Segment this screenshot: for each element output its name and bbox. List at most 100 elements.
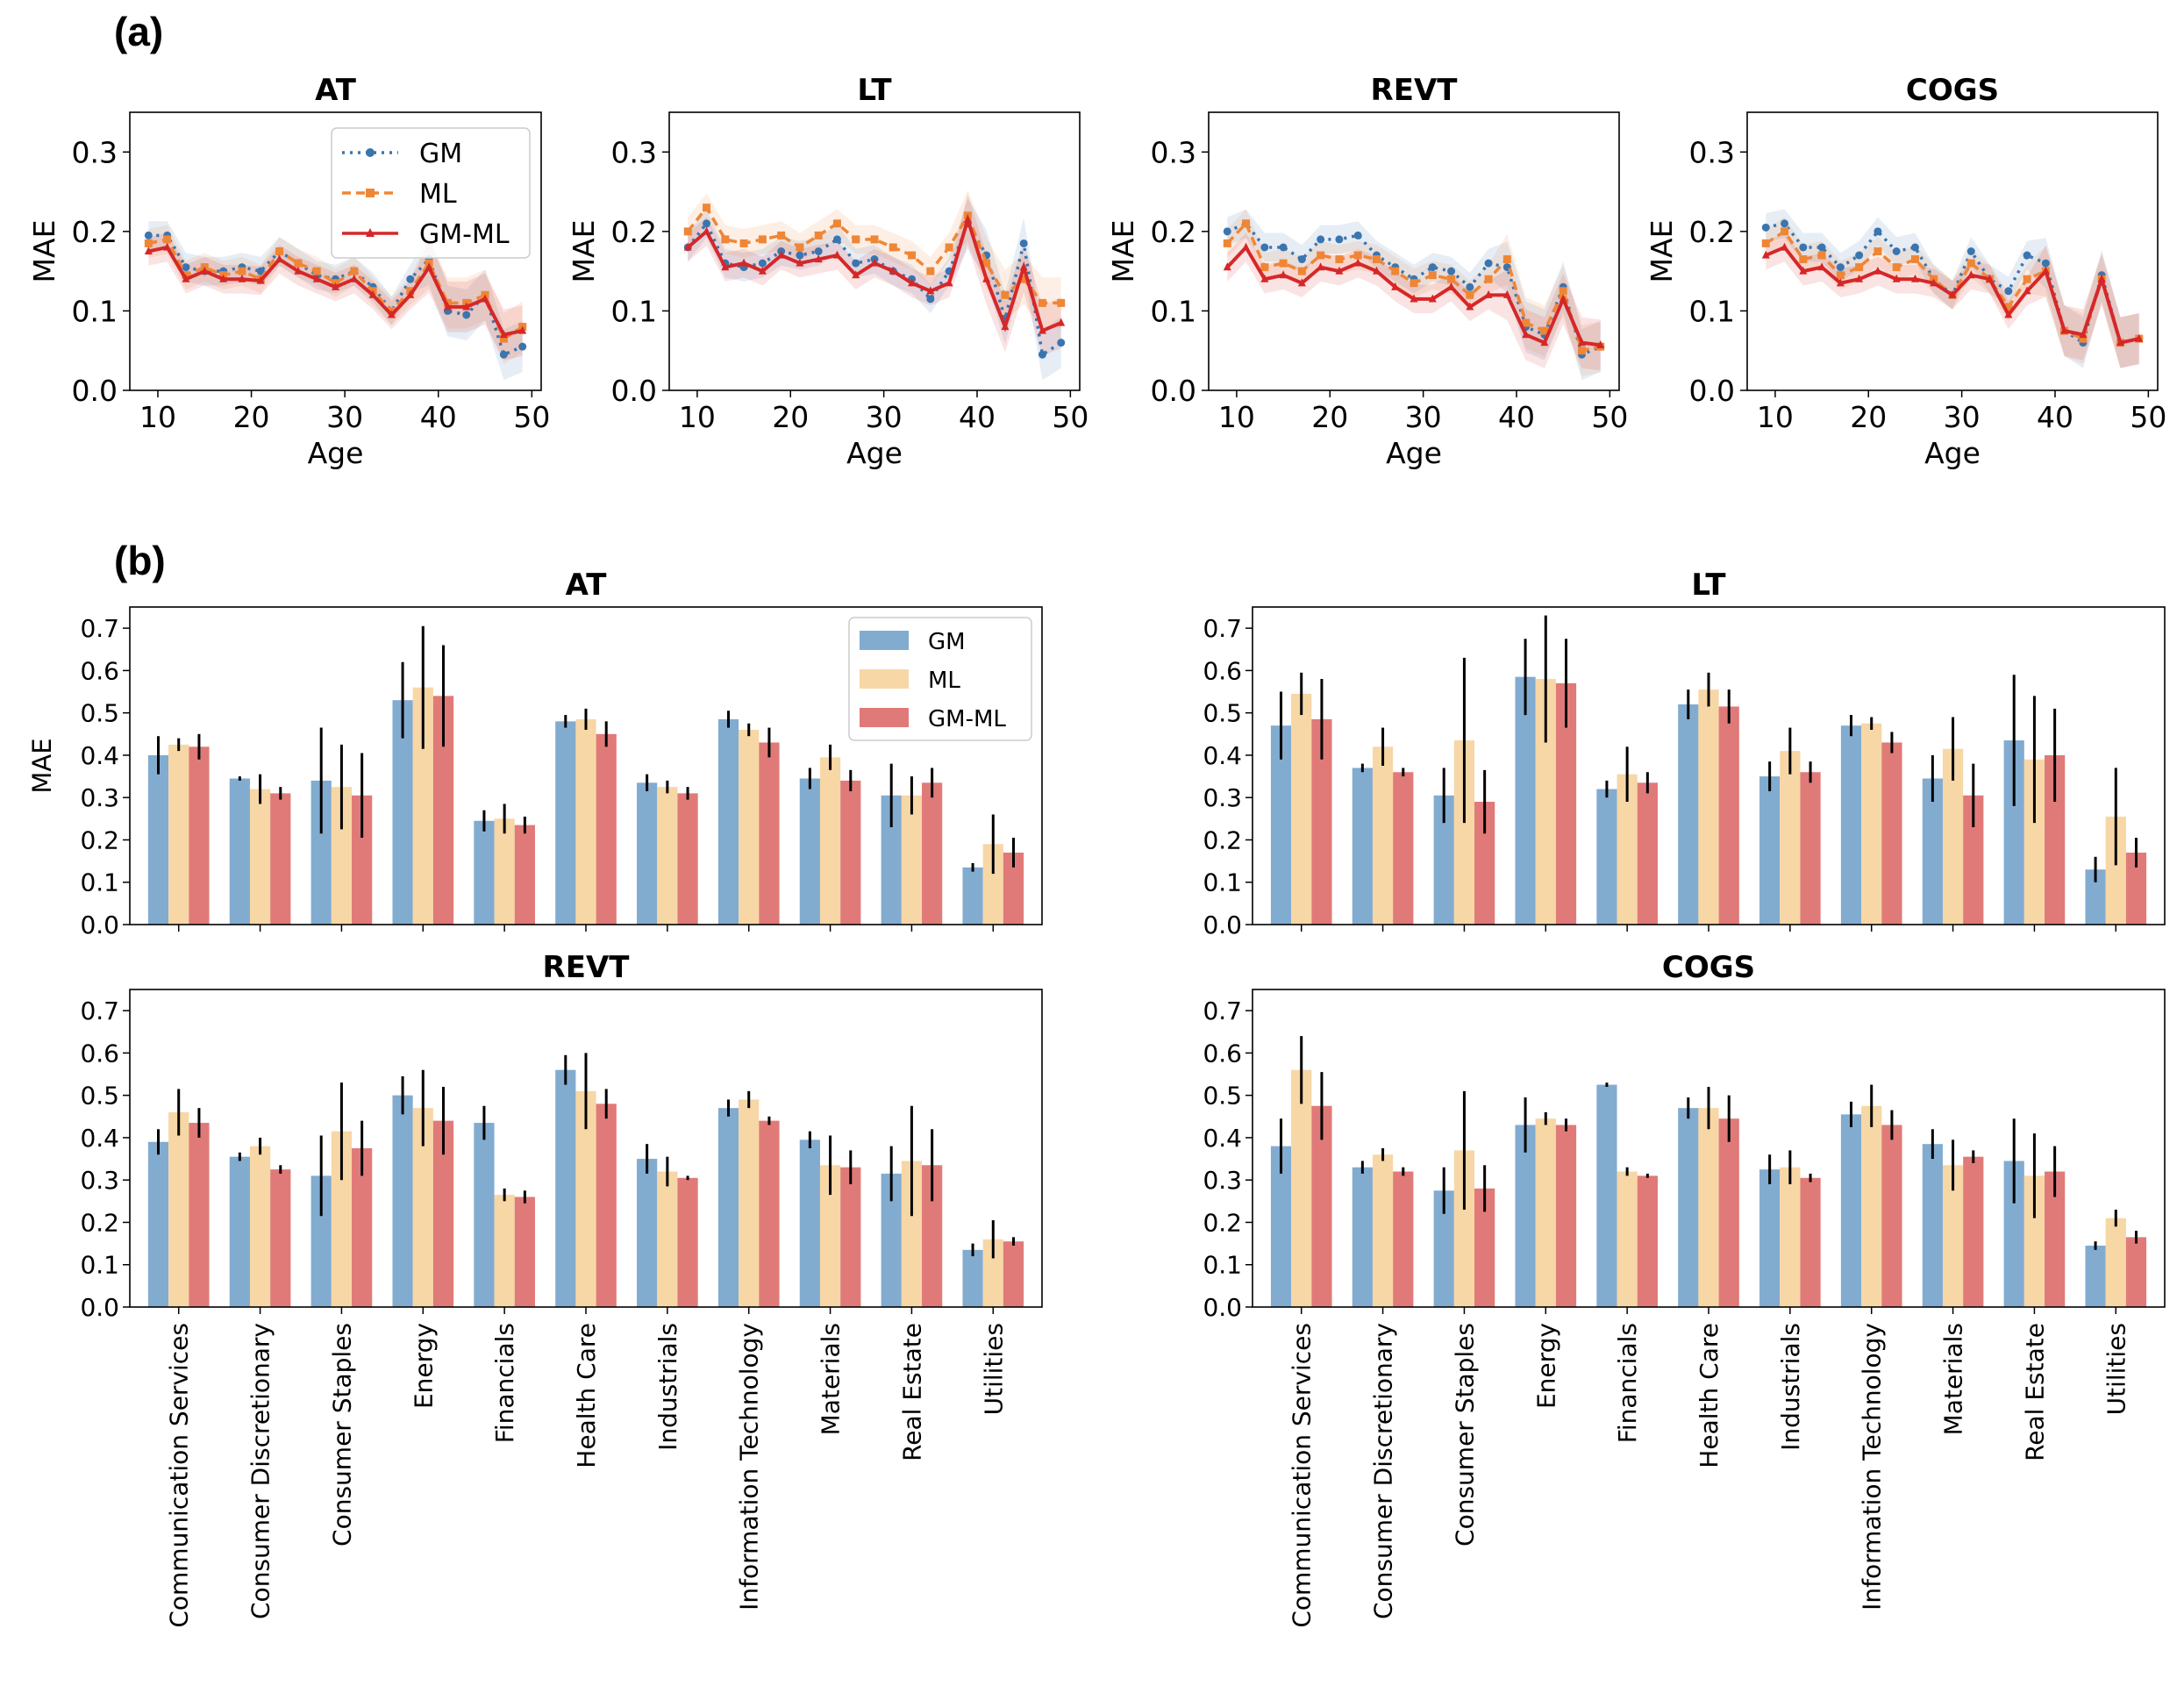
x-tick-label: Real Estate — [2020, 1323, 2049, 1461]
x-tick-label: Financials — [490, 1323, 519, 1443]
y-tick-label: 0.5 — [80, 699, 119, 728]
bar-gm — [147, 754, 169, 925]
ml-point — [1910, 255, 1919, 264]
gm-point — [1966, 247, 1975, 255]
gmml-point — [275, 254, 284, 263]
x-axis-label: Age — [308, 436, 364, 470]
series-line-ml — [147, 237, 524, 341]
line-chart-at: AT 10 20 30 40 50 0.0 0.1 0.2 0.3 Age MAE GM ML GM-ML — [27, 73, 550, 470]
bar-gm-ml — [270, 1169, 291, 1307]
gmml-point — [945, 278, 953, 287]
bar-ml — [575, 1090, 596, 1307]
gmml-point — [1761, 250, 1770, 259]
bar-gm-ml — [352, 1148, 373, 1307]
gmml-point — [182, 274, 190, 282]
ml-point — [1540, 326, 1549, 335]
ml-point — [144, 239, 153, 247]
gmml-point — [1260, 274, 1269, 282]
ml-point — [1447, 275, 1456, 283]
ml-point — [1817, 251, 1826, 260]
ml-point — [312, 267, 321, 275]
bar-gm — [310, 1175, 332, 1307]
series-line-gm — [1226, 221, 1602, 357]
ml-point — [1502, 255, 1511, 264]
gmml-point — [1335, 266, 1344, 275]
y-tick-label: 0.1 — [80, 1251, 119, 1280]
gmml-point — [1372, 266, 1381, 275]
gmml-point — [238, 274, 246, 282]
bar-gm-ml — [1311, 1105, 1332, 1307]
y-tick-label: 0.2 — [1203, 825, 1242, 854]
bar-ml — [412, 1108, 433, 1307]
bar-gm-ml — [514, 825, 535, 925]
ml-point — [852, 235, 860, 244]
y-tick-label: 0.2 — [72, 215, 118, 249]
gmml-point — [796, 258, 804, 267]
y-tick-label: 0.6 — [80, 1039, 119, 1068]
y-tick-label: 0.3 — [1203, 783, 1242, 812]
gmml-point — [1577, 338, 1586, 346]
bar-gm-ml — [840, 780, 861, 925]
bar-gm — [555, 721, 576, 925]
x-tick-label: Communication Services — [1288, 1323, 1317, 1628]
x-tick-label: Information Technology — [735, 1323, 764, 1611]
bar-ml — [1372, 1154, 1394, 1307]
bar-gm-ml — [432, 1120, 454, 1307]
gm-point — [796, 251, 804, 260]
bar-ml — [982, 844, 1003, 925]
ml-point — [1001, 290, 1010, 299]
gmml-point — [683, 242, 692, 251]
legend-swatch-gm-ml — [860, 708, 909, 727]
gmml-point — [2060, 325, 2069, 334]
x-tick-label: Financials — [1613, 1323, 1642, 1443]
plot-frame — [668, 111, 1081, 391]
gmml-point — [2041, 266, 2050, 275]
gmml-point — [499, 330, 508, 339]
gmml-point — [1484, 289, 1493, 298]
ci-band-gm — [1766, 209, 2139, 368]
ml-point — [1874, 247, 1882, 255]
bar-ml — [331, 1131, 353, 1307]
y-tick-label: 0.4 — [80, 1124, 119, 1153]
gmml-point — [758, 266, 767, 275]
bar-gm-ml — [677, 1177, 698, 1307]
ml-point — [1223, 239, 1231, 247]
ml-point — [870, 235, 879, 244]
ml-point — [2023, 275, 2031, 283]
gm-point — [1428, 263, 1437, 272]
ml-point — [1372, 255, 1381, 264]
bar-ml — [494, 818, 515, 925]
gmml-point — [1279, 270, 1288, 279]
bar-ml — [739, 1099, 760, 1307]
gmml-point — [1428, 294, 1437, 303]
bar-gm-ml — [596, 1104, 617, 1307]
y-tick-label: 0.3 — [1689, 135, 1735, 169]
line-chart-lt: LT 10 20 30 40 50 0.0 0.1 0.2 0.3 Age MAE — [567, 73, 1088, 470]
bar-gm — [881, 1173, 902, 1307]
bar-gm-ml — [2125, 1237, 2147, 1307]
gmml-point — [332, 282, 339, 290]
gmml-point — [1038, 325, 1046, 334]
gmml-point — [366, 228, 375, 237]
ml-point — [703, 204, 711, 212]
ci-band-gm-ml — [688, 194, 1061, 357]
legend: GM ML GM-ML — [848, 617, 1032, 741]
bar-gm — [637, 1159, 658, 1307]
bar-gm — [147, 1141, 169, 1307]
x-tick-label: 50 — [1052, 400, 1088, 434]
bar-gm — [1759, 776, 1781, 925]
ml-point — [814, 231, 823, 239]
gmml-point — [1559, 294, 1567, 303]
gmml-point — [425, 262, 433, 271]
bar-gm — [799, 1139, 820, 1307]
y-tick-label: 0.2 — [1203, 1208, 1242, 1237]
legend-swatch-gm — [860, 631, 909, 650]
ml-point — [1855, 263, 1864, 272]
gm-point — [2041, 259, 2050, 268]
ml-point — [1577, 346, 1586, 355]
gmml-point — [963, 214, 972, 223]
y-axis-label: MAE — [27, 220, 61, 283]
bar-gm — [392, 700, 413, 925]
y-tick-label: 0.0 — [80, 1293, 119, 1322]
gmml-point — [219, 274, 228, 282]
